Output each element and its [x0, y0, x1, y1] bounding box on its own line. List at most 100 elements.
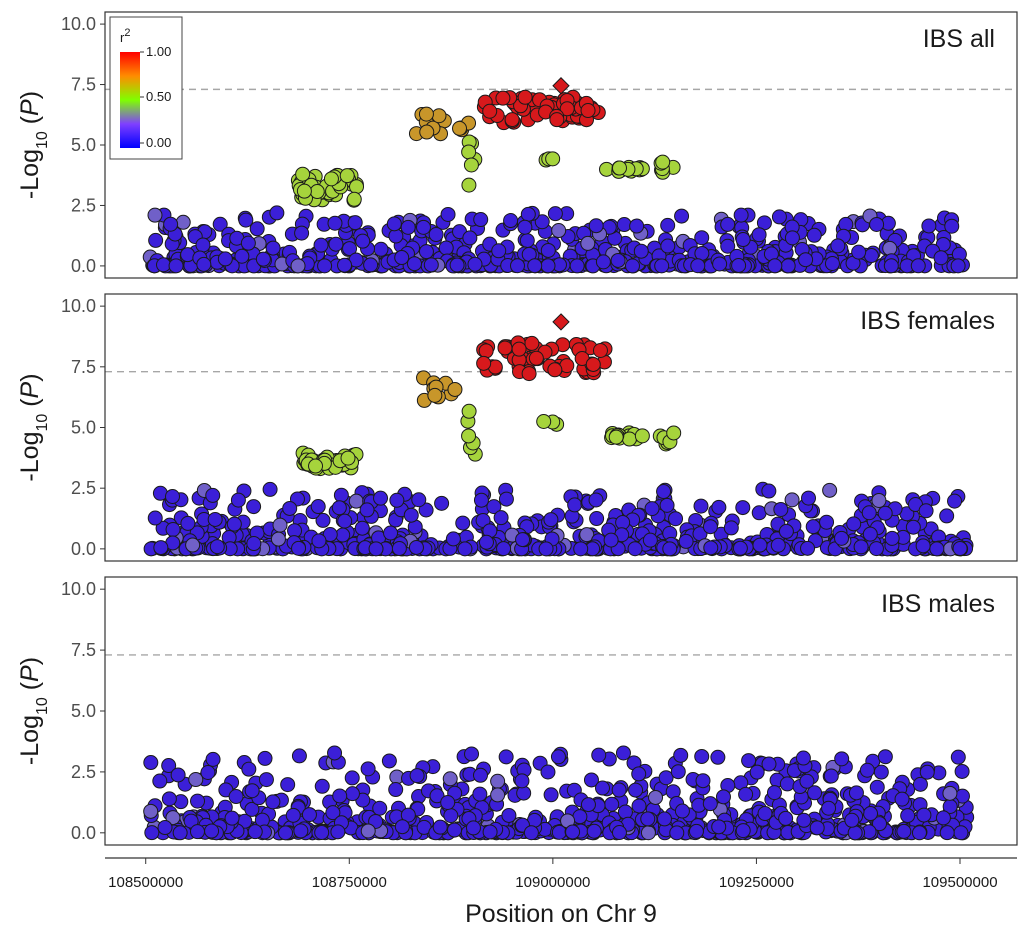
snp-point: [278, 825, 294, 841]
snp-point: [954, 763, 970, 779]
legend-label: 0.50: [146, 89, 171, 104]
snp-point: [580, 235, 596, 251]
snp-point-ld: [528, 350, 544, 366]
snp-point-ld: [461, 428, 477, 444]
y-axis-title: -Log10 (P): [16, 657, 51, 765]
y-axis-title: -Log10 (P): [16, 373, 51, 481]
snp-point: [784, 230, 800, 246]
snp-point: [658, 770, 674, 786]
snp-point-ld: [476, 355, 492, 371]
snp-point: [579, 527, 595, 543]
snp-point: [567, 497, 583, 513]
snp-point-ld: [504, 112, 520, 128]
snp-point-ld: [592, 343, 608, 359]
snp-point: [611, 782, 627, 798]
snp-point: [501, 807, 517, 823]
snp-point: [910, 258, 926, 274]
snp-point-ld: [323, 171, 339, 187]
snp-point: [573, 541, 589, 557]
snp-point: [475, 513, 491, 529]
snp-point: [644, 501, 660, 517]
snp-point: [246, 499, 262, 515]
snp-point: [688, 823, 704, 839]
panel-2: 0.0 2.5 5.0 7.5 10.0 -Log10 (P) IBS females: [16, 293, 1018, 562]
snp-point: [473, 212, 489, 228]
snp-point-ld: [309, 184, 325, 200]
lead-snp-diamond: [552, 77, 570, 95]
snp-point: [491, 243, 507, 259]
snp-point: [496, 541, 512, 557]
snp-point: [861, 505, 877, 521]
snp-point: [871, 492, 887, 508]
snp-point: [464, 746, 480, 762]
snp-point: [244, 783, 260, 799]
snp-point: [391, 541, 407, 557]
snp-point: [712, 256, 728, 272]
snp-point: [255, 251, 271, 267]
snp-point: [238, 212, 254, 228]
snp-point-ld: [447, 381, 463, 397]
snp-point: [301, 807, 317, 823]
snp-point-ld: [521, 366, 537, 382]
snp-point: [662, 541, 678, 557]
snp-point-ld: [545, 151, 561, 167]
snp-point: [293, 823, 309, 839]
snp-point: [800, 540, 816, 556]
snp-point: [805, 519, 821, 535]
snp-point: [918, 503, 934, 519]
snp-point: [161, 791, 177, 807]
snp-point: [411, 492, 427, 508]
snp-point: [780, 258, 796, 274]
snp-point: [205, 487, 221, 503]
snp-point: [394, 250, 410, 266]
snp-point: [331, 500, 347, 516]
snp-point: [408, 539, 424, 555]
snp-point: [731, 257, 747, 273]
snp-point: [617, 804, 633, 820]
snp-point: [942, 785, 958, 801]
snp-point-ld: [497, 340, 513, 356]
snp-point-ld: [511, 341, 527, 357]
snp-point: [170, 767, 186, 783]
y-tick-label: 7.5: [71, 75, 96, 95]
snp-point: [702, 519, 718, 535]
snp-point: [516, 785, 532, 801]
snp-point: [648, 789, 664, 805]
snp-point: [498, 491, 514, 507]
snp-point-ld: [461, 144, 477, 160]
x-tick-label: 109500000: [922, 874, 997, 891]
snp-point: [603, 532, 619, 548]
snp-point: [327, 215, 343, 231]
snp-point-ld: [461, 403, 477, 419]
snp-point: [337, 513, 353, 529]
snp-point: [161, 758, 177, 774]
snp-point: [359, 502, 375, 518]
y-tick-label: 5.0: [71, 701, 96, 721]
snp-point: [668, 511, 684, 527]
snp-point: [604, 796, 620, 812]
snp-point: [465, 820, 481, 836]
snp-point: [328, 236, 344, 252]
snp-point: [347, 215, 363, 231]
snp-point: [882, 240, 898, 256]
snp-point: [540, 258, 556, 274]
snp-point: [770, 537, 786, 553]
snp-point: [610, 252, 626, 268]
snp-point: [418, 502, 434, 518]
snp-point: [368, 541, 384, 557]
snp-point: [482, 824, 498, 840]
snp-point: [796, 812, 812, 828]
snp-point-ld: [517, 89, 533, 105]
snp-point: [583, 772, 599, 788]
snp-point: [834, 751, 850, 767]
y-tick-label: 10.0: [61, 579, 96, 599]
snp-point: [189, 824, 205, 840]
snp-point: [290, 258, 306, 274]
snp-point: [344, 786, 360, 802]
snp-point: [741, 753, 757, 769]
snp-point: [241, 761, 257, 777]
snp-point: [953, 825, 969, 841]
snp-point: [761, 756, 777, 772]
